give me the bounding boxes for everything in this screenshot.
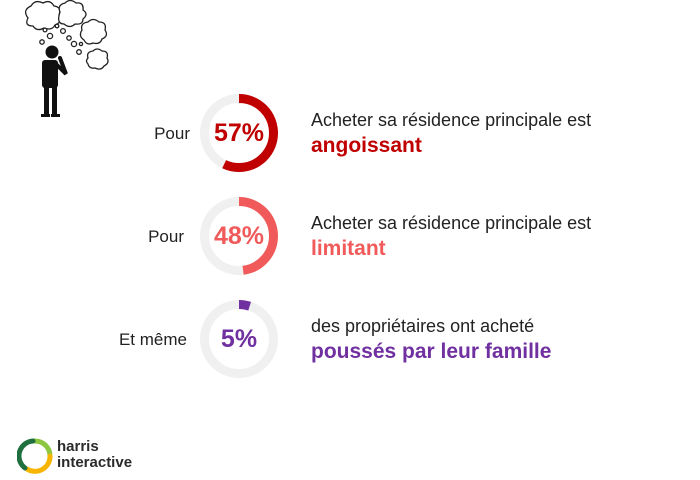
row-prefix: Pour — [154, 124, 190, 143]
statement: Acheter sa résidence principale est limi… — [311, 211, 591, 263]
logo-arc-green — [32, 438, 53, 459]
donut-slice — [200, 300, 278, 378]
row-prefix: Pour — [148, 227, 184, 246]
harris-interactive-logo — [17, 438, 53, 474]
statement: des propriétaires ont acheté poussés par… — [311, 314, 551, 366]
stat-row-3: Et même 5% des propriétaires ont acheté … — [0, 299, 700, 379]
statement-emphasis: limitant — [311, 237, 386, 260]
statement-emphasis: angoissant — [311, 134, 422, 157]
statement: Acheter sa résidence principale est ango… — [311, 108, 591, 160]
statement-text: des propriétaires ont acheté — [311, 316, 535, 336]
statement-emphasis: poussés par leur famille — [311, 340, 552, 363]
logo-arc-dark-green — [17, 438, 36, 471]
donut-slice — [200, 94, 278, 172]
stat-row-1: Pour 57% Acheter sa résidence principale… — [0, 93, 700, 173]
brand-name: harris interactive — [57, 439, 132, 471]
row-prefix: Et même — [118, 330, 187, 349]
statement-text: Acheter sa résidence principale est — [311, 110, 592, 130]
logo-arc-yellow — [24, 453, 53, 474]
donut-slice — [200, 197, 278, 275]
stat-row-2: Pour 48% Acheter sa résidence principale… — [0, 196, 700, 276]
donut-value-label: 57% — [213, 118, 265, 147]
brand-name-line1: harris — [57, 438, 99, 455]
brand-name-line2: interactive — [57, 454, 133, 471]
donut-chart: 48% — [199, 196, 279, 276]
donut-value-label: 48% — [213, 221, 265, 250]
donut-value-label: 5% — [220, 324, 258, 353]
donut-chart: 57% — [199, 93, 279, 173]
thinking-person-icon — [24, 0, 109, 117]
donut-chart: 5% — [199, 299, 279, 379]
statement-text: Acheter sa résidence principale est — [311, 213, 592, 233]
